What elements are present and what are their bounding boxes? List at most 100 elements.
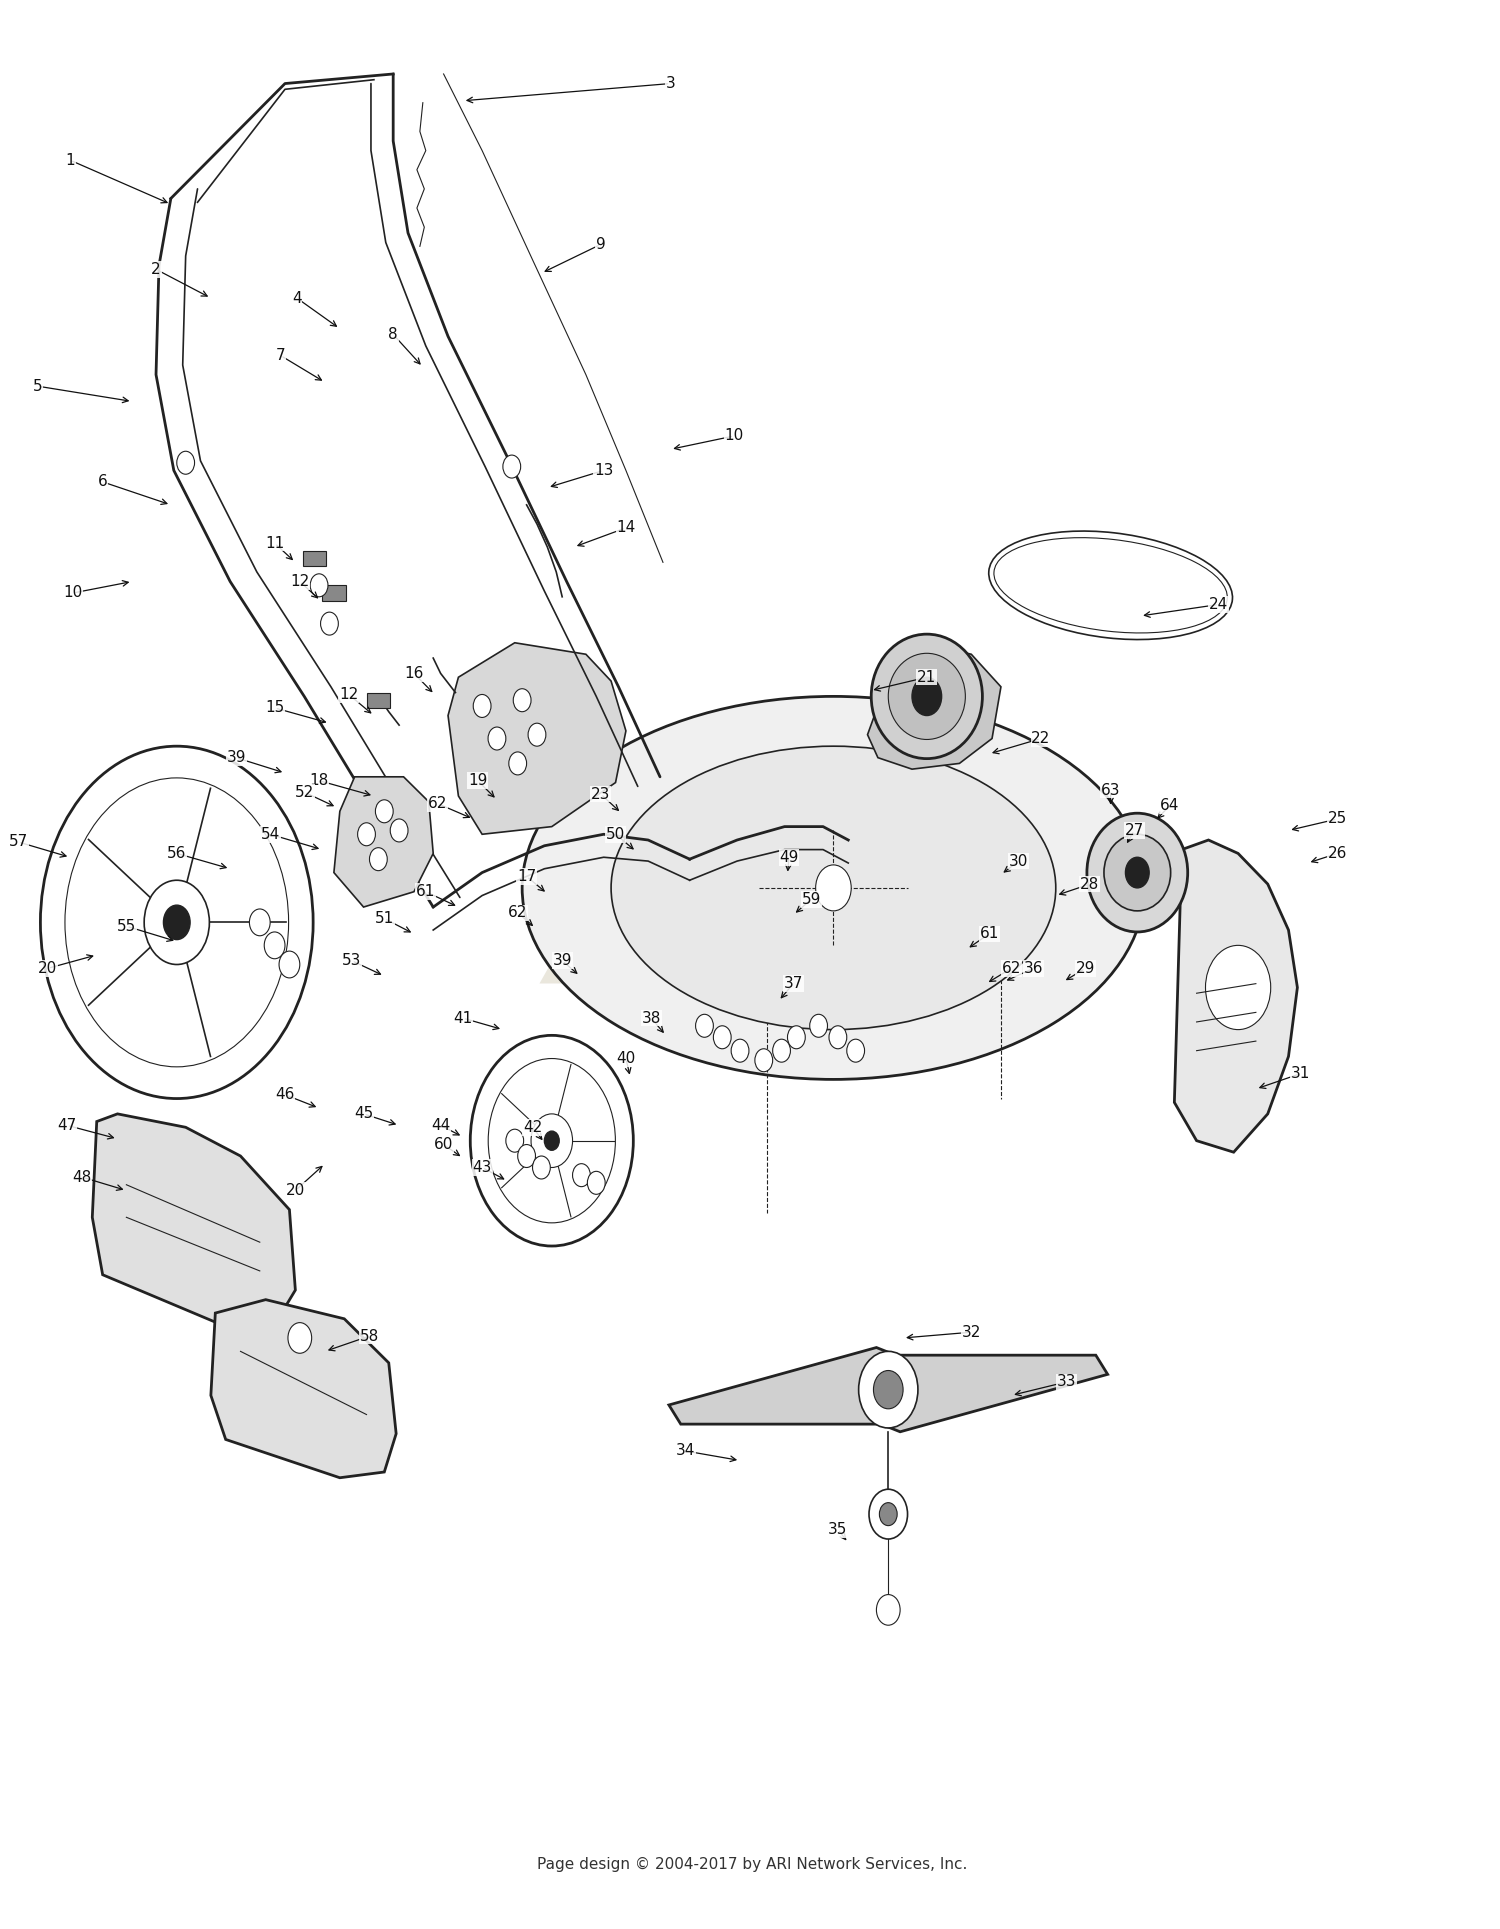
Circle shape [532,1155,550,1179]
Ellipse shape [888,654,966,739]
Text: 42: 42 [524,1119,542,1134]
Text: 15: 15 [266,700,284,716]
Circle shape [588,1171,604,1194]
Circle shape [321,611,339,635]
Text: 44: 44 [430,1119,450,1132]
Text: 26: 26 [1328,847,1347,860]
Circle shape [772,1040,790,1063]
Text: 4: 4 [292,291,302,305]
Circle shape [264,932,285,959]
Circle shape [528,723,546,747]
Text: 33: 33 [1056,1375,1076,1389]
Ellipse shape [1088,814,1188,932]
Text: 14: 14 [616,521,636,536]
Text: 22: 22 [1032,731,1050,747]
Text: 34: 34 [675,1443,694,1458]
Text: 6: 6 [98,475,108,490]
Circle shape [573,1163,591,1186]
Circle shape [488,1059,615,1223]
Circle shape [544,1130,560,1150]
Text: 5: 5 [33,378,42,394]
Text: 38: 38 [642,1011,662,1026]
Text: 25: 25 [1328,812,1347,826]
Text: 40: 40 [616,1051,636,1067]
Circle shape [503,455,520,478]
Circle shape [288,1323,312,1354]
Ellipse shape [1104,833,1170,910]
Text: 16: 16 [405,666,423,681]
Text: 13: 13 [594,463,613,478]
Circle shape [531,1113,573,1167]
Text: 20: 20 [285,1182,304,1198]
Circle shape [369,847,387,870]
Circle shape [696,1015,714,1038]
Text: 39: 39 [552,953,572,968]
Text: 32: 32 [962,1325,981,1341]
Circle shape [177,451,195,475]
Circle shape [730,1040,748,1063]
Polygon shape [93,1113,296,1329]
Text: 1: 1 [64,152,75,168]
Polygon shape [867,642,1000,770]
Text: 29: 29 [1076,961,1095,976]
Circle shape [518,1144,536,1167]
Text: 64: 64 [1160,799,1179,812]
Text: 21: 21 [916,669,936,685]
Text: 31: 31 [1290,1067,1310,1080]
Text: 46: 46 [276,1088,294,1101]
Text: 11: 11 [266,536,284,550]
Circle shape [509,752,526,775]
Text: 62: 62 [1002,961,1022,976]
Circle shape [506,1128,524,1152]
Text: 52: 52 [294,785,314,801]
Text: 55: 55 [117,918,136,934]
Circle shape [810,1015,828,1038]
Text: 10: 10 [724,428,744,444]
Circle shape [357,824,375,845]
Text: 3: 3 [666,75,675,91]
Text: 9: 9 [596,237,606,253]
Circle shape [310,573,328,596]
Text: 61: 61 [980,926,999,941]
Circle shape [375,801,393,824]
Circle shape [754,1049,772,1073]
Text: 19: 19 [468,774,488,789]
Circle shape [40,747,314,1098]
Text: 59: 59 [801,891,820,907]
Text: 18: 18 [309,774,328,789]
Circle shape [868,1489,907,1539]
Text: 45: 45 [354,1107,374,1121]
Text: 35: 35 [828,1522,848,1537]
Circle shape [279,951,300,978]
Polygon shape [669,1348,1107,1431]
Text: 24: 24 [1209,596,1228,611]
Circle shape [816,864,850,910]
Bar [322,584,346,600]
Text: 10: 10 [63,586,82,600]
Bar [366,693,390,708]
Circle shape [788,1026,806,1049]
Text: 41: 41 [453,1011,472,1026]
Text: 62: 62 [427,797,447,810]
Text: 57: 57 [9,835,28,849]
Text: 12: 12 [339,687,358,702]
Circle shape [873,1370,903,1408]
Ellipse shape [610,747,1056,1030]
Text: 62: 62 [509,905,528,920]
Text: 58: 58 [360,1329,380,1343]
Circle shape [164,905,190,939]
Text: 30: 30 [1010,855,1029,868]
Text: 8: 8 [388,326,398,341]
Text: 36: 36 [1024,961,1044,976]
Text: 7: 7 [276,347,285,363]
Circle shape [1206,945,1270,1030]
Text: 63: 63 [1101,783,1120,799]
Circle shape [513,689,531,712]
Text: 23: 23 [591,787,610,802]
Circle shape [64,777,288,1067]
Circle shape [912,677,942,716]
Text: 2: 2 [152,262,160,278]
Circle shape [847,1040,864,1063]
Text: 61: 61 [416,883,435,899]
Text: 43: 43 [472,1159,492,1175]
